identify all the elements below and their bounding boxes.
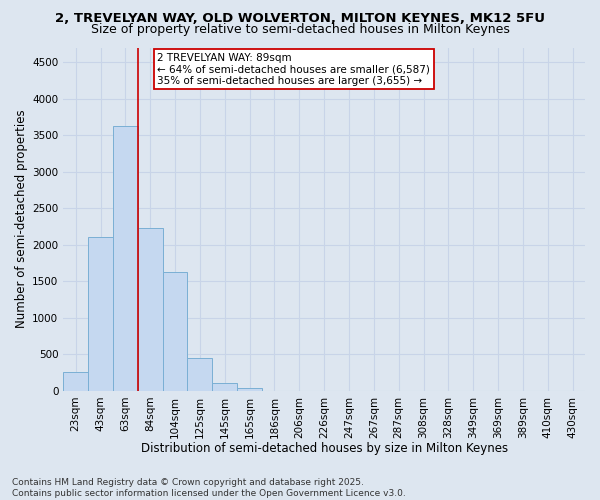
Bar bbox=[163, 272, 187, 391]
Y-axis label: Number of semi-detached properties: Number of semi-detached properties bbox=[15, 110, 28, 328]
Text: Contains HM Land Registry data © Crown copyright and database right 2025.
Contai: Contains HM Land Registry data © Crown c… bbox=[12, 478, 406, 498]
Bar bbox=[237, 388, 262, 391]
X-axis label: Distribution of semi-detached houses by size in Milton Keynes: Distribution of semi-detached houses by … bbox=[140, 442, 508, 455]
Text: 2 TREVELYAN WAY: 89sqm
← 64% of semi-detached houses are smaller (6,587)
35% of : 2 TREVELYAN WAY: 89sqm ← 64% of semi-det… bbox=[157, 52, 430, 86]
Bar bbox=[113, 126, 138, 391]
Bar bbox=[187, 358, 212, 391]
Bar bbox=[88, 238, 113, 391]
Bar bbox=[63, 372, 88, 391]
Text: Size of property relative to semi-detached houses in Milton Keynes: Size of property relative to semi-detach… bbox=[91, 22, 509, 36]
Bar bbox=[212, 383, 237, 391]
Bar bbox=[138, 228, 163, 391]
Text: 2, TREVELYAN WAY, OLD WOLVERTON, MILTON KEYNES, MK12 5FU: 2, TREVELYAN WAY, OLD WOLVERTON, MILTON … bbox=[55, 12, 545, 24]
